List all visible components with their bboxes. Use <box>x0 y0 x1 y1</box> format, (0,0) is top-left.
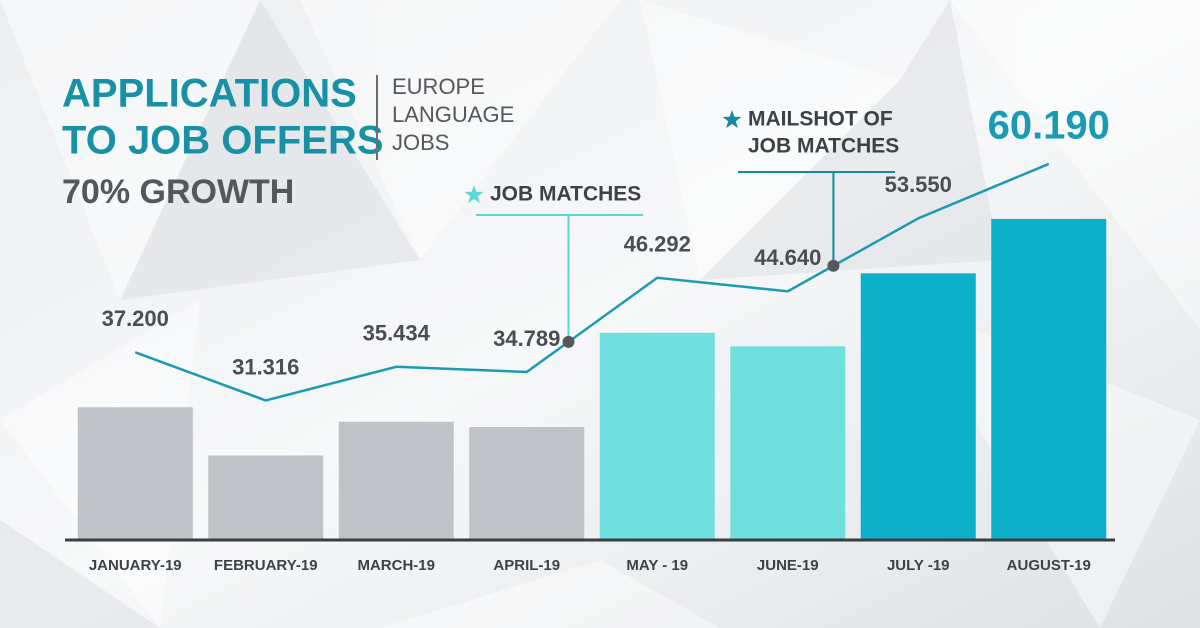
bar <box>730 346 846 540</box>
value-label: 44.640 <box>754 245 821 270</box>
brand: EUROPE <box>392 74 485 99</box>
annotation-text: MAILSHOT OF <box>748 108 893 131</box>
value-label: 34.789 <box>493 326 560 351</box>
annotation-text: JOB MATCHES <box>748 135 899 158</box>
bar <box>338 421 454 540</box>
value-label: 31.316 <box>232 354 299 379</box>
annotation-dot <box>827 259 840 272</box>
bar <box>469 427 585 540</box>
annotation-star <box>464 185 484 204</box>
value-label: 60.190 <box>988 103 1110 147</box>
bar <box>991 218 1107 541</box>
bar <box>208 455 324 540</box>
chart-title: TO JOB OFFERS <box>62 119 384 163</box>
value-label: 53.550 <box>885 172 952 197</box>
value-label: 37.200 <box>102 306 169 331</box>
brand: LANGUAGE <box>392 102 514 127</box>
x-tick-label: JANUARY-19 <box>89 557 182 574</box>
value-label: 46.292 <box>624 232 691 257</box>
x-tick-label: FEBRUARY-19 <box>214 557 318 574</box>
chart-title: APPLICATIONS <box>62 72 357 116</box>
chart-subtitle: 70% GROWTH <box>62 173 294 211</box>
brand: JOBS <box>392 130 449 155</box>
bar <box>860 273 976 540</box>
bar <box>77 407 193 540</box>
annotation-text: JOB MATCHES <box>490 183 641 206</box>
x-tick-label: JUNE-19 <box>757 557 819 574</box>
x-tick-label: MAY - 19 <box>626 557 688 574</box>
background-pattern <box>0 0 1000 628</box>
x-tick-label: JULY -19 <box>887 557 950 574</box>
bar <box>599 332 715 540</box>
annotation-dot <box>562 335 575 348</box>
x-tick-label: AUGUST-19 <box>1007 557 1091 574</box>
trend-line <box>134 162 1050 402</box>
x-tick-label: APRIL-19 <box>493 557 560 574</box>
x-tick-label: MARCH-19 <box>357 557 435 574</box>
value-label: 35.434 <box>363 321 431 346</box>
annotation-star <box>722 110 742 129</box>
